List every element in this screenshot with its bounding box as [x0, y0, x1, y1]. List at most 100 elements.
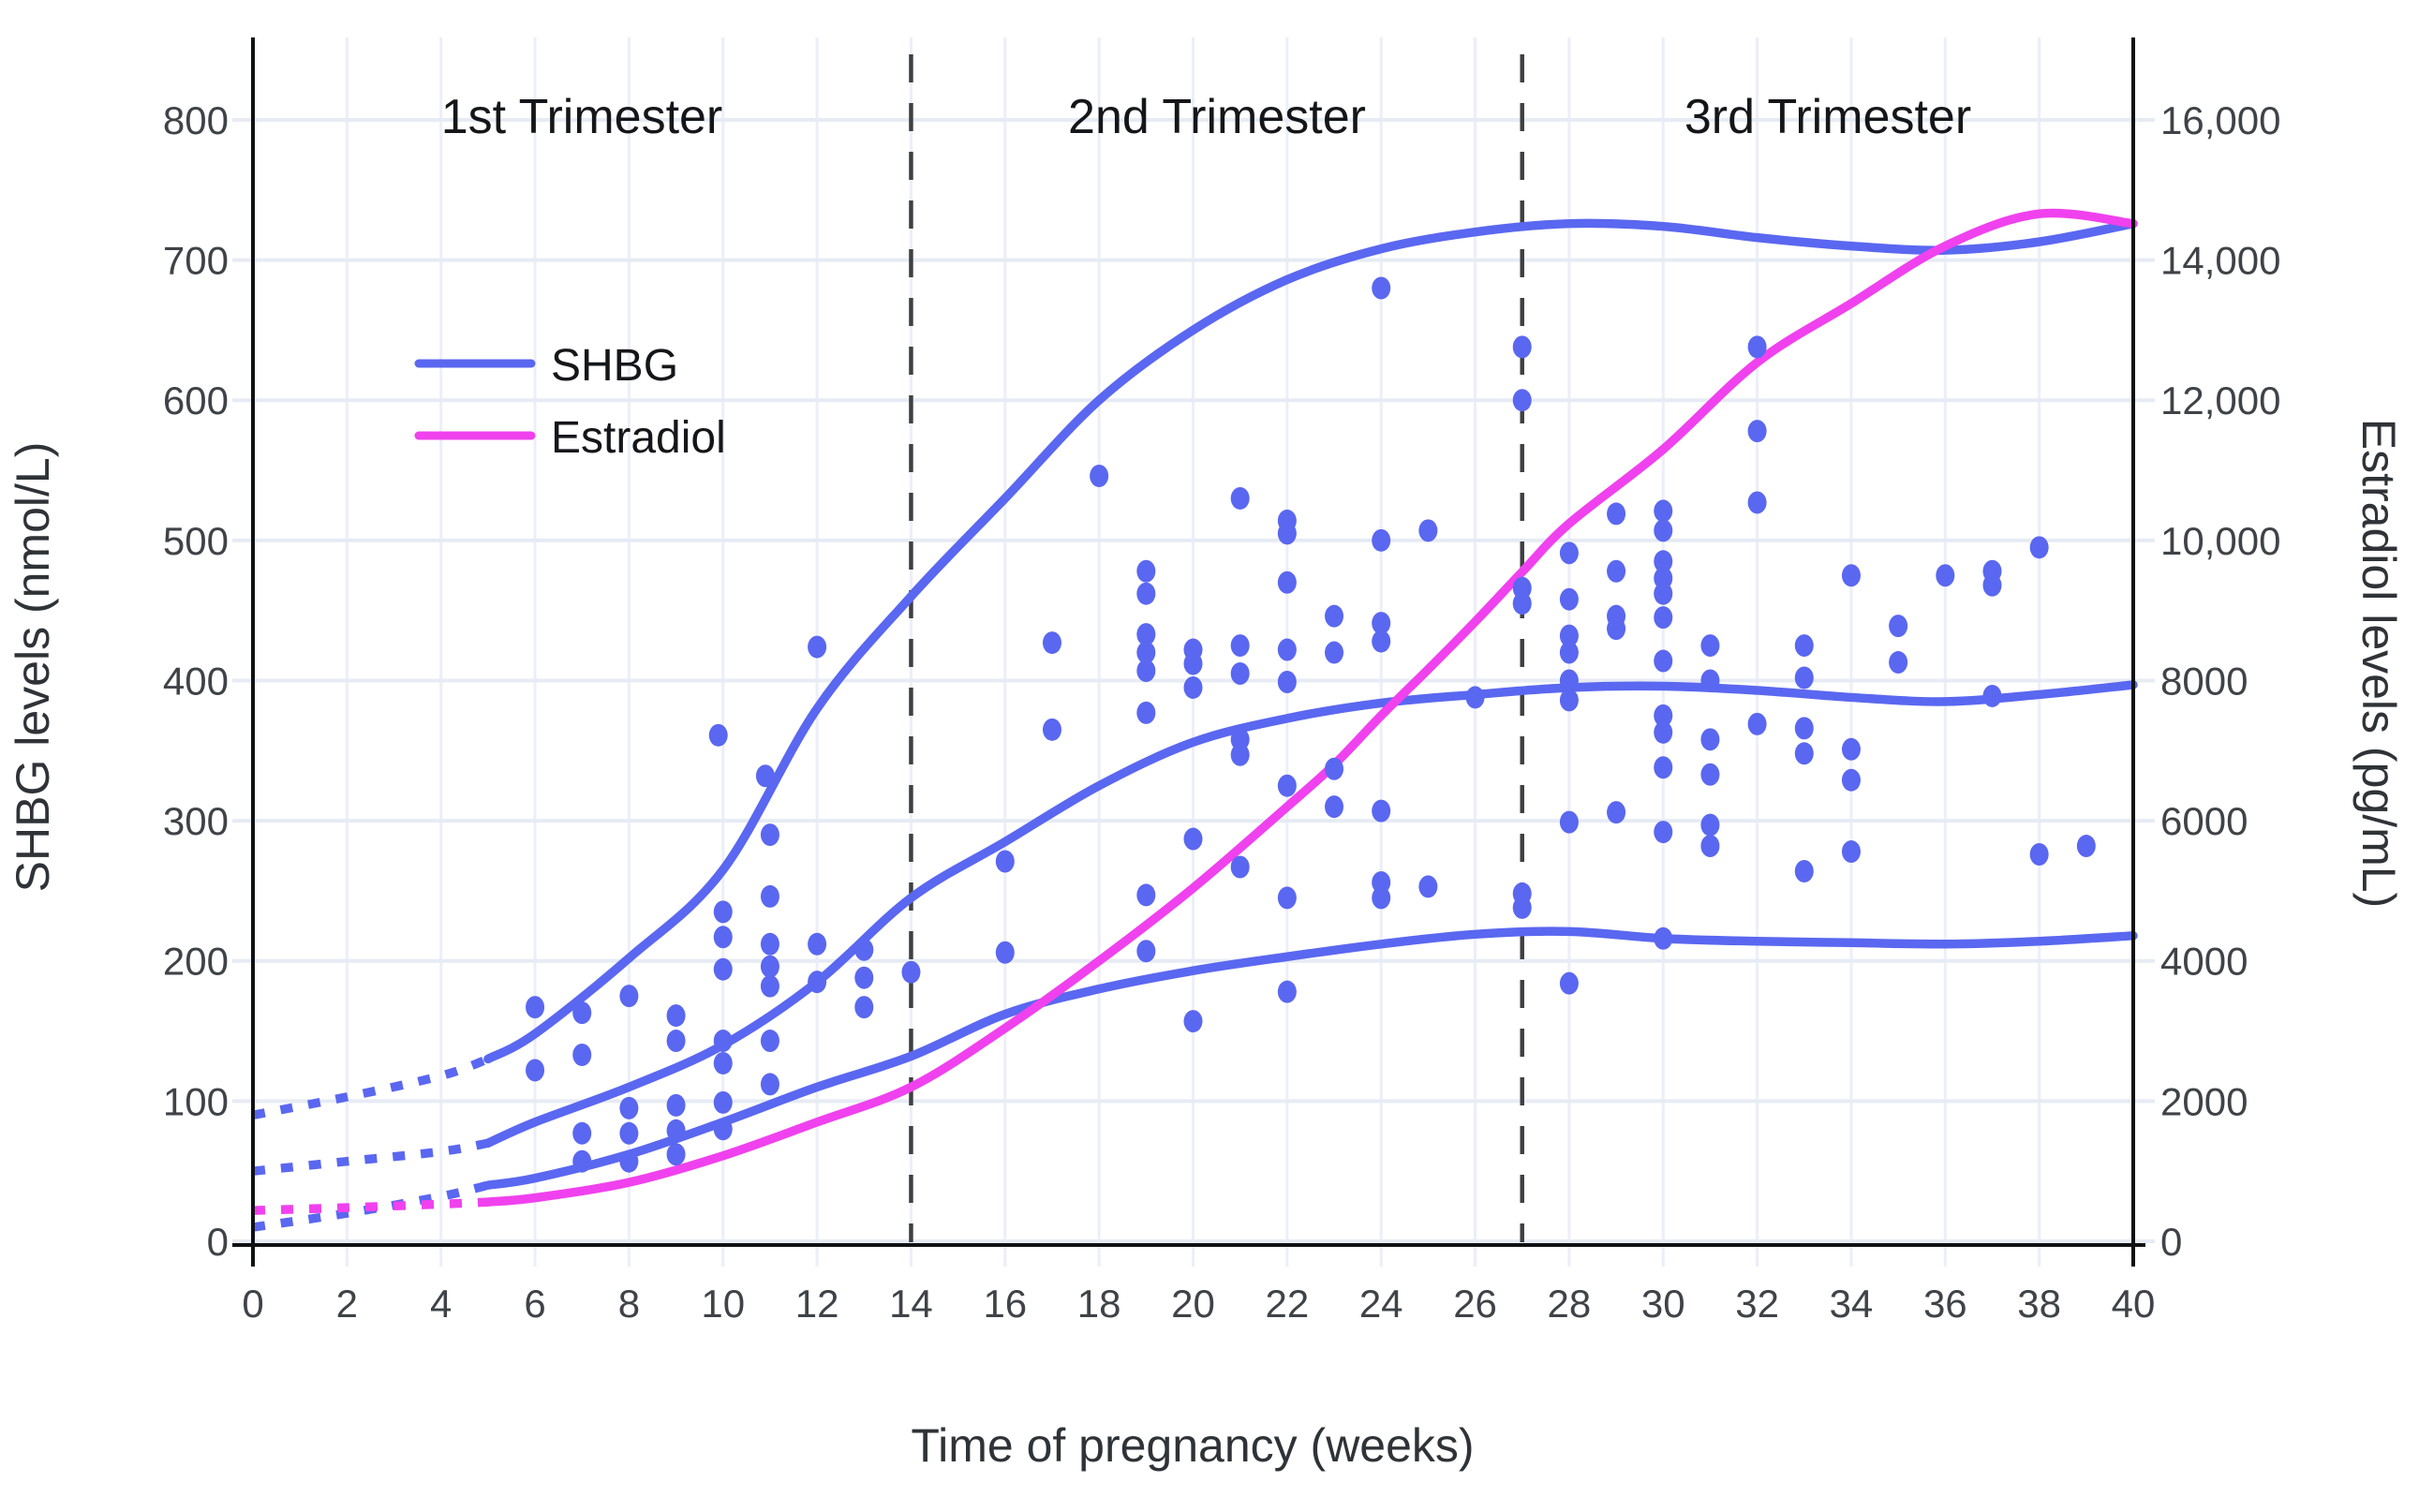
y-right-tick-label: 10,000	[2160, 519, 2280, 563]
scatter-point	[1277, 522, 1297, 545]
scatter-point	[1654, 756, 1673, 779]
shbg-lower-curve	[483, 926, 2138, 1190]
y-right-tick-label: 14,000	[2160, 239, 2280, 283]
scatter-point	[1559, 669, 1579, 692]
x-tick-label: 40	[2112, 1282, 2156, 1326]
horizontal-gridlines	[232, 117, 2155, 1243]
scatter-point	[760, 1073, 779, 1096]
scatter-point	[713, 1030, 733, 1053]
scatter-point	[1654, 704, 1673, 727]
x-tick-label: 10	[701, 1282, 745, 1326]
scatter-point	[1418, 875, 1438, 898]
axes	[232, 37, 2145, 1267]
scatter-point	[666, 1030, 686, 1053]
scatter-point	[1794, 859, 1814, 882]
y-left-tick-label: 500	[163, 519, 229, 563]
y-right-tick-label: 6000	[2160, 799, 2248, 843]
scatter-point	[1372, 630, 1391, 653]
scatter-point	[1277, 886, 1297, 910]
scatter-point	[1042, 631, 1061, 655]
tick-labels: 0100200300400500600700800020004000600080…	[163, 98, 2281, 1326]
trimester-divider-lines	[909, 54, 1524, 1242]
scatter-point	[572, 1121, 592, 1145]
x-tick-label: 6	[524, 1282, 545, 1326]
y-right-tick-label: 8000	[2160, 659, 2248, 703]
y-right-tick-label: 16,000	[2160, 98, 2280, 142]
y-left-axis-title: SHBG levels (nmol/L)	[7, 442, 59, 893]
scatter-point	[995, 941, 1015, 964]
estradiol-curve-dotted-segment	[252, 1197, 489, 1215]
scatter-point	[666, 1119, 686, 1142]
scatter-point	[1512, 389, 1532, 412]
scatter-points	[526, 276, 2096, 1173]
scatter-point	[1042, 718, 1061, 741]
scatter-point	[1136, 660, 1156, 683]
scatter-point	[1512, 592, 1532, 615]
scatter-point	[1794, 717, 1814, 740]
scatter-point	[1183, 652, 1203, 675]
y-left-tick-label: 0	[207, 1220, 229, 1264]
shbg-median-curve-dotted-segment	[252, 1138, 489, 1176]
scatter-point	[1512, 576, 1532, 600]
shbg-upper-curve-dotted-segment	[252, 1055, 490, 1119]
scatter-point	[1700, 813, 1720, 837]
scatter-point	[995, 850, 1015, 873]
scatter-point	[2029, 843, 2049, 867]
scatter-point	[1136, 940, 1156, 963]
scatter-point	[572, 1043, 592, 1066]
scatter-point	[1372, 528, 1391, 552]
scatter-point	[1372, 870, 1391, 894]
y-left-tick-label: 600	[163, 378, 229, 422]
y-left-tick-label: 400	[163, 659, 229, 703]
scatter-point	[854, 966, 874, 989]
scatter-point	[526, 1059, 545, 1082]
scatter-point	[666, 1093, 686, 1117]
scatter-point	[708, 723, 728, 747]
legend: SHBG Estradiol	[414, 341, 726, 463]
scatter-point	[1183, 1010, 1203, 1033]
x-tick-label: 20	[1171, 1282, 1215, 1326]
scatter-point	[1372, 886, 1391, 910]
scatter-point	[1325, 641, 1344, 664]
scatter-point	[1654, 582, 1673, 605]
x-tick-label: 16	[983, 1282, 1027, 1326]
scatter-point	[1654, 821, 1673, 844]
y-right-tick-label: 2000	[2160, 1079, 2248, 1123]
y-left-tick-label: 300	[163, 799, 229, 843]
y-right-axis-title: Estradiol levels (pg/mL)	[2352, 419, 2405, 908]
scatter-point	[1230, 728, 1250, 751]
scatter-point	[619, 1149, 639, 1173]
scatter-point	[1936, 564, 1955, 587]
scatter-point	[1794, 742, 1814, 765]
scatter-point	[1465, 686, 1485, 709]
scatter-point	[1230, 743, 1250, 766]
scatter-point	[1559, 624, 1579, 647]
scatter-point	[1607, 617, 1626, 641]
scatter-point	[1512, 896, 1532, 919]
scatter-point	[1747, 335, 1767, 359]
scatter-point	[1512, 335, 1532, 359]
scatter-point	[619, 985, 639, 1008]
scatter-point	[1841, 564, 1861, 587]
trimester-3-label: 3rd Trimester	[1684, 90, 1971, 144]
scatter-point	[1607, 559, 1626, 583]
scatter-point	[1136, 623, 1156, 646]
scatter-point	[1277, 980, 1297, 1003]
scatter-point	[1700, 634, 1720, 658]
x-tick-label: 18	[1077, 1282, 1121, 1326]
scatter-point	[1136, 883, 1156, 907]
scatter-point	[760, 823, 779, 847]
x-tick-label: 8	[618, 1282, 640, 1326]
x-tick-label: 36	[1923, 1282, 1967, 1326]
scatter-point	[1559, 810, 1579, 834]
shbg-upper-curve	[483, 218, 2138, 1064]
scatter-point	[1889, 615, 1908, 638]
shbg-lower-curve-dotted-segment	[252, 1180, 490, 1232]
scatter-point	[1700, 669, 1720, 692]
scatter-point	[1654, 720, 1673, 744]
scatter-point	[1183, 827, 1203, 851]
scatter-point	[760, 932, 779, 956]
scatter-point	[1700, 728, 1720, 751]
scatter-point	[619, 1121, 639, 1145]
